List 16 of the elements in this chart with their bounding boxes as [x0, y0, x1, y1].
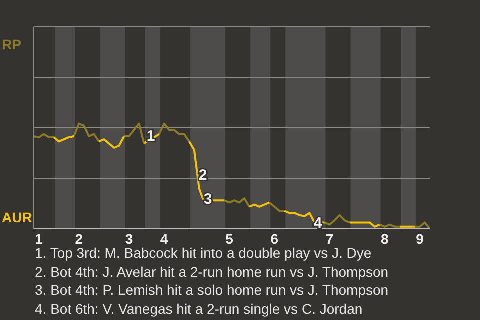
text: 1. Top 3rd: M. Babcock hit into a double play vs J. Dye [35, 245, 372, 261]
x-tick-label: 4 [160, 231, 168, 247]
text: 3. Bot 4th: P. Lemish hit a solo home run vs J. Thompson [35, 281, 389, 300]
text: AUR [2, 210, 32, 226]
x-tick-label: 6 [270, 231, 279, 247]
text: 2. Bot 4th: J. Avelar hit a 2-run home run vs J. Thompson [35, 262, 389, 282]
text: 4. Bot 6th: V. Vanegas hit a 2-run single vs C. Jordan [35, 300, 364, 319]
x-tick-label: 5 [226, 231, 234, 247]
x-tick-label: 7 [326, 231, 334, 247]
x-tick-label: 3 [125, 231, 134, 247]
text: RP [2, 36, 22, 53]
x-tick-label: 1 [35, 231, 44, 247]
x-tick-label: 2 [75, 231, 84, 247]
x-tick-label: 9 [416, 231, 424, 247]
annotation: 2 [198, 166, 208, 184]
x-tick-label: 8 [380, 231, 389, 247]
